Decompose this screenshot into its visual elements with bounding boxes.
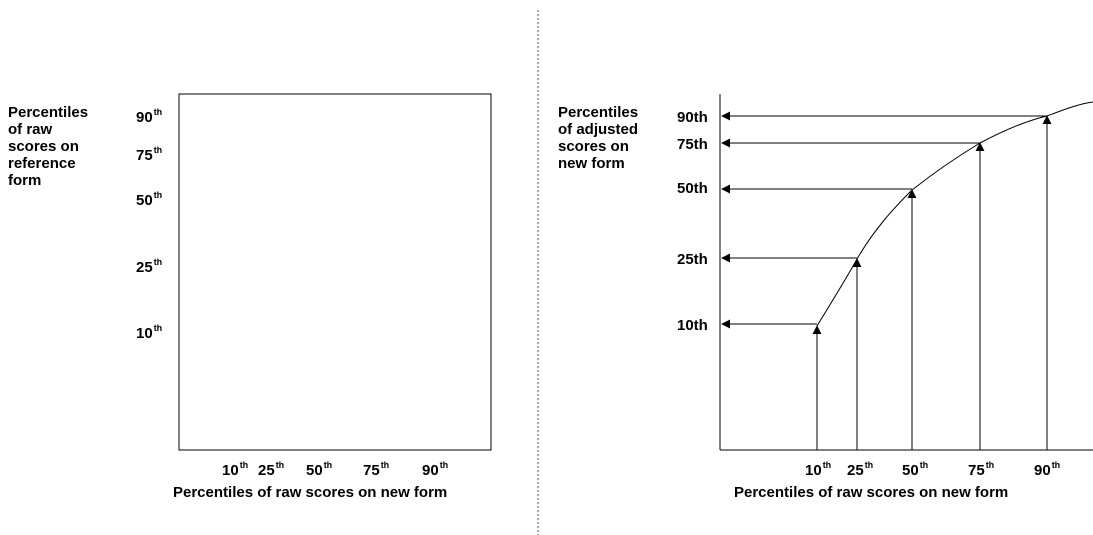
right-y-tick-50: 50th <box>677 180 708 197</box>
right-y-tick-10: 10th <box>677 317 708 334</box>
right-y-tick-90: 90th <box>677 109 708 126</box>
right-y-axis-label-line: of adjusted <box>558 121 639 138</box>
right-y-axis-label-line: scores on <box>558 138 629 155</box>
right-x-axis-label: Percentiles of raw scores on new form <box>734 484 1009 501</box>
right-x-tick-25: 25th <box>847 460 874 479</box>
left-plot-box <box>178 93 492 451</box>
left-x-tick-75: 75th <box>363 460 390 479</box>
left-y-axis-label-line: scores on <box>8 138 79 155</box>
right-y-axis-label-line: new form <box>558 155 625 172</box>
left-y-axis-label-line: reference <box>8 155 76 172</box>
left-x-axis-label: Percentiles of raw scores on new form <box>173 484 448 501</box>
right-y-axis-label-line: Percentiles <box>558 104 639 121</box>
left-y-axis-label: Percentiles of raw scores on reference f… <box>8 104 88 189</box>
left-x-tick-50: 50th <box>306 460 333 479</box>
right-x-tick-50: 50th <box>902 460 929 479</box>
left-y-tick-10: 10th <box>136 323 163 342</box>
left-y-axis-label-line: Percentiles <box>8 104 89 121</box>
left-y-axis-label-line: form <box>8 172 42 189</box>
right-y-tick-75: 75th <box>677 136 708 153</box>
right-y-tick-25: 25th <box>677 251 708 268</box>
right-y-axis-label: Percentiles of adjusted scores on new fo… <box>558 104 638 172</box>
equating-curve <box>816 101 1093 327</box>
left-y-axis-label-line: of raw <box>8 121 53 138</box>
left-x-tick-10: 10th <box>222 460 249 479</box>
left-y-tick-75: 75th <box>136 145 163 164</box>
left-y-tick-90: 90th <box>136 107 163 126</box>
left-x-tick-25: 25th <box>258 460 285 479</box>
right-x-tick-75: 75th <box>968 460 995 479</box>
left-x-tick-90: 90th <box>422 460 449 479</box>
right-x-tick-90: 90th <box>1034 460 1061 479</box>
left-y-tick-50: 50th <box>136 190 163 209</box>
right-x-tick-10: 10th <box>805 460 832 479</box>
left-y-tick-25: 25th <box>136 257 163 276</box>
